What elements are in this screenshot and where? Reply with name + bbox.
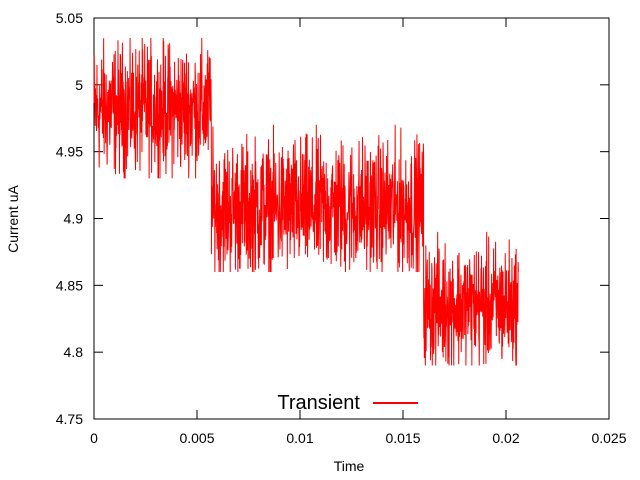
series-layer — [93, 38, 519, 366]
x-axis: 0 0.005 0.01 0.015 0.02 0.025 — [90, 18, 627, 446]
y-tick-label: 4.8 — [64, 344, 84, 360]
y-tick-label: 5 — [75, 77, 83, 93]
x-tick-label: 0.025 — [591, 430, 626, 446]
legend-label: Transient — [277, 392, 360, 414]
y-tick-label: 5.05 — [56, 10, 83, 26]
y-axis-title: Current uA — [5, 184, 21, 252]
x-tick-label: 0.005 — [179, 430, 214, 446]
x-tick-label: 0.02 — [492, 430, 519, 446]
legend: Transient — [277, 392, 418, 414]
x-tick-label: 0.01 — [286, 430, 313, 446]
y-tick-label: 4.95 — [56, 144, 83, 160]
series-line-transient — [93, 38, 519, 366]
y-tick-label: 4.75 — [56, 411, 83, 427]
x-tick-label: 0 — [90, 430, 98, 446]
y-tick-label: 4.9 — [64, 211, 84, 227]
x-tick-label: 0.015 — [385, 430, 420, 446]
y-tick-label: 4.85 — [56, 277, 83, 293]
x-axis-title: Time — [334, 458, 365, 474]
y-axis: 4.75 4.8 4.85 4.9 4.95 5 5.05 — [56, 10, 609, 427]
